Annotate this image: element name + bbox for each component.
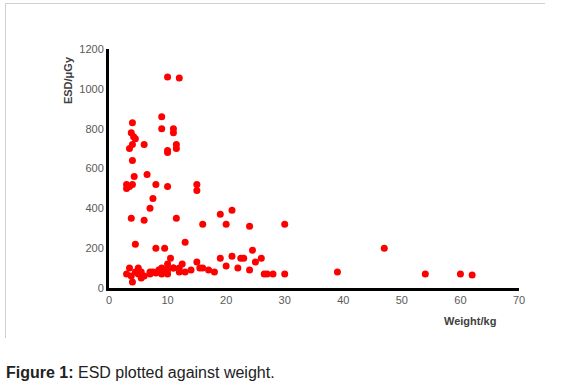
svg-text:30: 30 xyxy=(279,294,291,306)
html-text:Figure 1: ESD plotted against: Figure 1: ESD plotted against weight. xyxy=(6,364,275,381)
svg-text:50: 50 xyxy=(396,294,408,306)
svg-text:20: 20 xyxy=(220,294,232,306)
svg-text:60: 60 xyxy=(454,294,466,306)
svg-text:0: 0 xyxy=(106,294,112,306)
svg-text:200: 200 xyxy=(85,242,103,254)
svg-text:800: 800 xyxy=(85,123,103,135)
svg-text:400: 400 xyxy=(85,202,103,214)
svg-text:600: 600 xyxy=(85,162,103,174)
svg-text:Weight/kg: Weight/kg xyxy=(444,315,496,327)
svg-text:ESD/μGy: ESD/μGy xyxy=(62,56,74,104)
svg-text:1000: 1000 xyxy=(79,83,103,95)
svg-text:70: 70 xyxy=(513,294,525,306)
svg-text:0: 0 xyxy=(98,282,104,294)
svg-text:40: 40 xyxy=(337,294,349,306)
svg-text:1200: 1200 xyxy=(79,43,103,55)
svg-text:10: 10 xyxy=(161,294,173,306)
